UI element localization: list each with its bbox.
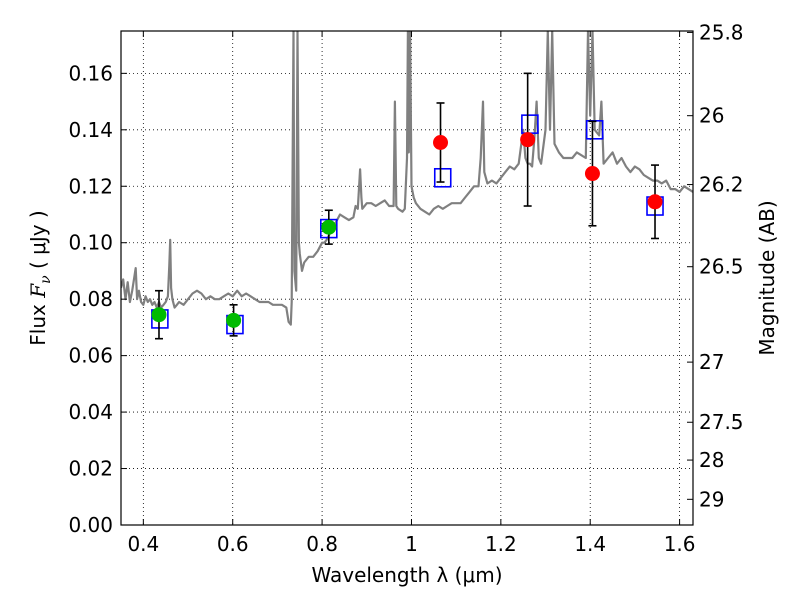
y-tick-label: 0.04 [68,400,113,424]
y-tick-label: 0.16 [68,61,113,85]
right-tick-label: 29 [699,487,724,511]
right-tick-label: 26.5 [699,255,744,279]
y-axis-left-label: Flux Fν ( μJy ) [26,210,54,345]
x-tick-label: 1 [405,532,418,556]
right-tick-label: 25.8 [699,20,744,44]
observed-flux-point [151,307,167,323]
right-tick-label: 27 [699,350,724,374]
y-tick-label: 0.02 [68,457,113,481]
y-tick-label: 0.08 [68,287,113,311]
right-tick-label: 26.2 [699,173,744,197]
right-tick-label: 26 [699,104,724,128]
x-tick-label: 0.6 [217,532,249,556]
plot-frame [120,30,694,526]
y-label-sub: ν [38,275,54,284]
y-label-prefix: Flux [26,298,50,346]
y-label-suffix: ( μJy ) [26,210,50,275]
y-tick-label: 0.12 [68,174,113,198]
observed-flux-point [226,312,242,328]
x-tick-label: 1.4 [574,532,606,556]
x-axis-label: Wavelength λ (μm) [311,563,502,587]
y-label-var: F [26,283,50,299]
y-axis-right-label: Magnitude (AB) [755,200,779,355]
observed-flux-point [321,219,337,235]
marker-layer [151,72,664,340]
x-tick-label: 0.8 [306,532,338,556]
right-tick-label: 28 [699,448,724,472]
axis-ticks: 0.4 0.6 0.8 1 1.2 1.4 1.6 0.00 0.02 0.04 0.06 0.08 0… [68,20,743,556]
x-tick-label: 1.2 [485,532,517,556]
observed-flux-point [433,135,449,151]
x-tick-label: 1.6 [664,532,696,556]
observed-flux-point [520,132,536,148]
observed-flux-point [647,194,663,210]
spectrum-line [121,31,693,326]
model-flux-square [433,167,452,188]
y-tick-label: 0.00 [68,513,113,537]
right-tick-label: 27.5 [699,410,744,434]
spectrum-layer [121,31,693,326]
y-tick-label: 0.14 [68,118,113,142]
y-tick-label: 0.10 [68,231,113,255]
y-tick-label: 0.06 [68,344,113,368]
x-tick-label: 0.4 [127,532,159,556]
observed-flux-point [584,166,600,182]
